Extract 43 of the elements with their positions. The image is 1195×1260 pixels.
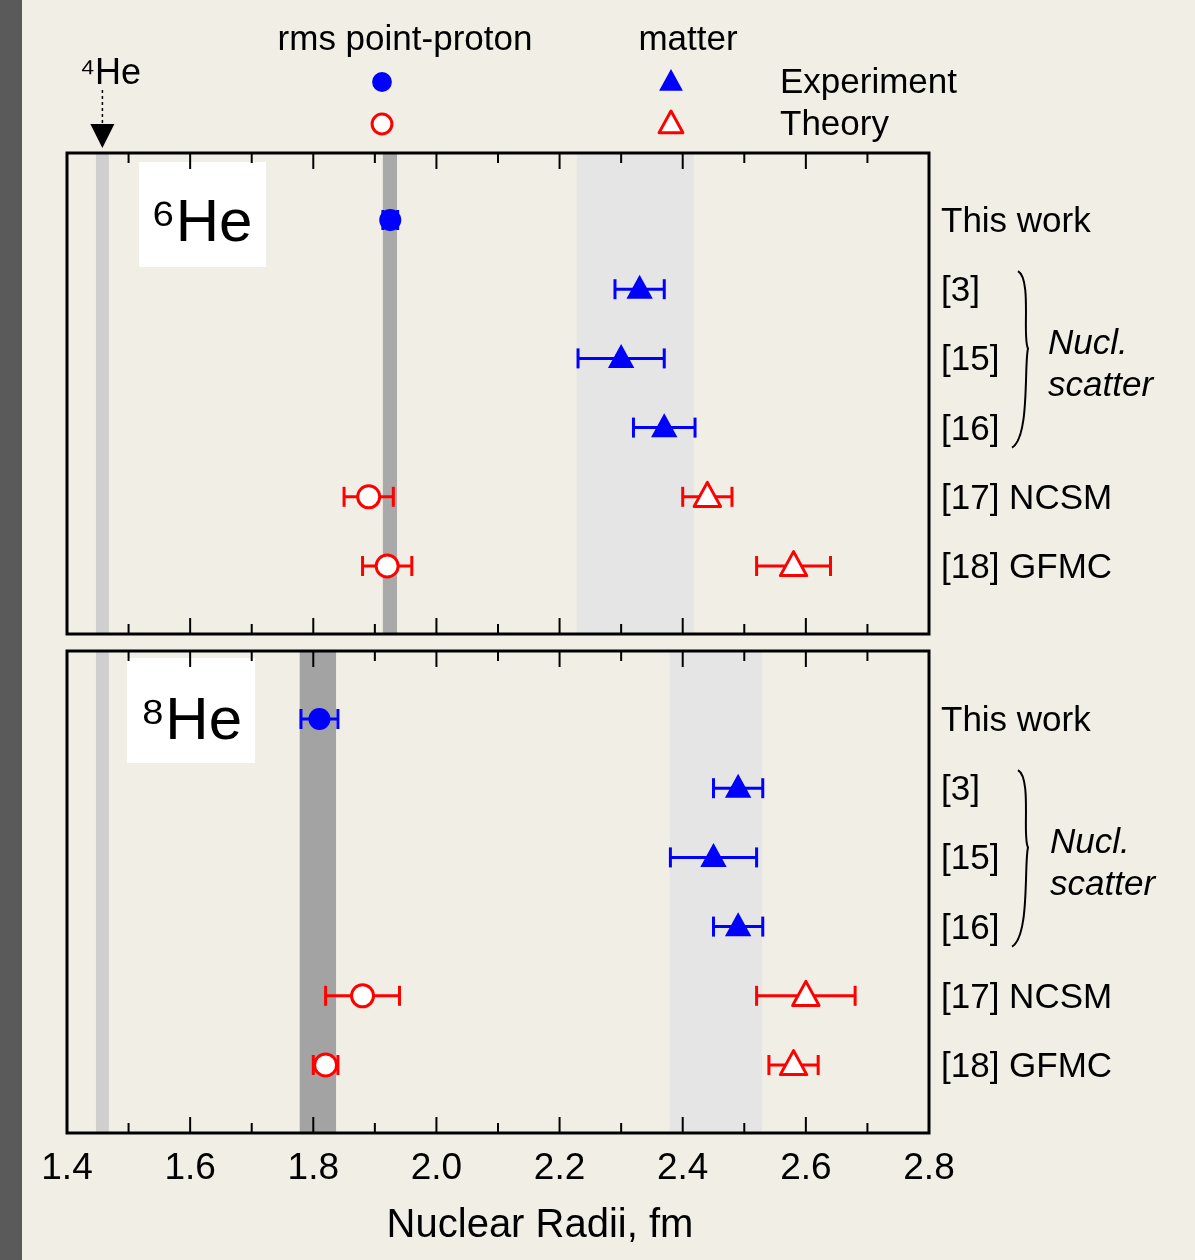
point (700, 843, 727, 867)
y-tick-label: [17] NCSM (941, 476, 1113, 516)
y-tick-label: [16] (941, 906, 1000, 946)
point (356, 484, 382, 510)
text: rms point-proton (277, 18, 533, 57)
y-tick-label: [18] GFMC (941, 1045, 1113, 1084)
x-axis-title: Nuclear Radii, fm (386, 1201, 694, 1245)
y-tick-label: [15] (941, 837, 1000, 877)
text: Experiment (780, 61, 958, 100)
point (374, 553, 400, 579)
y-tick-label: [18] GFMC (941, 546, 1113, 585)
point (607, 344, 635, 368)
y-tick-label: This work (941, 699, 1092, 738)
text: Theory (780, 103, 890, 142)
point (778, 550, 809, 578)
point (651, 413, 678, 438)
y-tick-label: This work (941, 200, 1092, 239)
x-tick-label: 1.4 (41, 1146, 93, 1187)
x-tick-label: 2.2 (533, 1146, 586, 1187)
text: matter (638, 18, 738, 57)
x-tick-label: 1.6 (164, 1146, 216, 1187)
text: ⁸He (140, 685, 243, 752)
point (692, 480, 723, 508)
y-tick-label: [3] (941, 768, 980, 808)
x-tick-label: 2.8 (903, 1146, 955, 1187)
point (350, 983, 376, 1009)
y-tick-label: [17] NCSM (941, 975, 1113, 1015)
text: ⁶He (151, 187, 253, 254)
text: Nucl. scatter (1048, 322, 1155, 404)
x-tick-label: 1.8 (287, 1146, 339, 1187)
band-label: ⁴He (79, 51, 142, 92)
x-tick-label: 2.6 (780, 1146, 832, 1187)
point (724, 912, 752, 937)
point (724, 773, 752, 798)
point (791, 979, 821, 1007)
point (778, 1049, 809, 1077)
y-tick-label: [15] (941, 338, 1000, 378)
y-tick-label: [3] (941, 269, 980, 309)
y-tick-label: [16] (941, 407, 1000, 447)
x-tick-label: 2.0 (410, 1146, 463, 1187)
x-tick-label: 2.4 (657, 1146, 709, 1187)
point (626, 274, 653, 299)
text: Nucl. scatter (1050, 821, 1157, 903)
